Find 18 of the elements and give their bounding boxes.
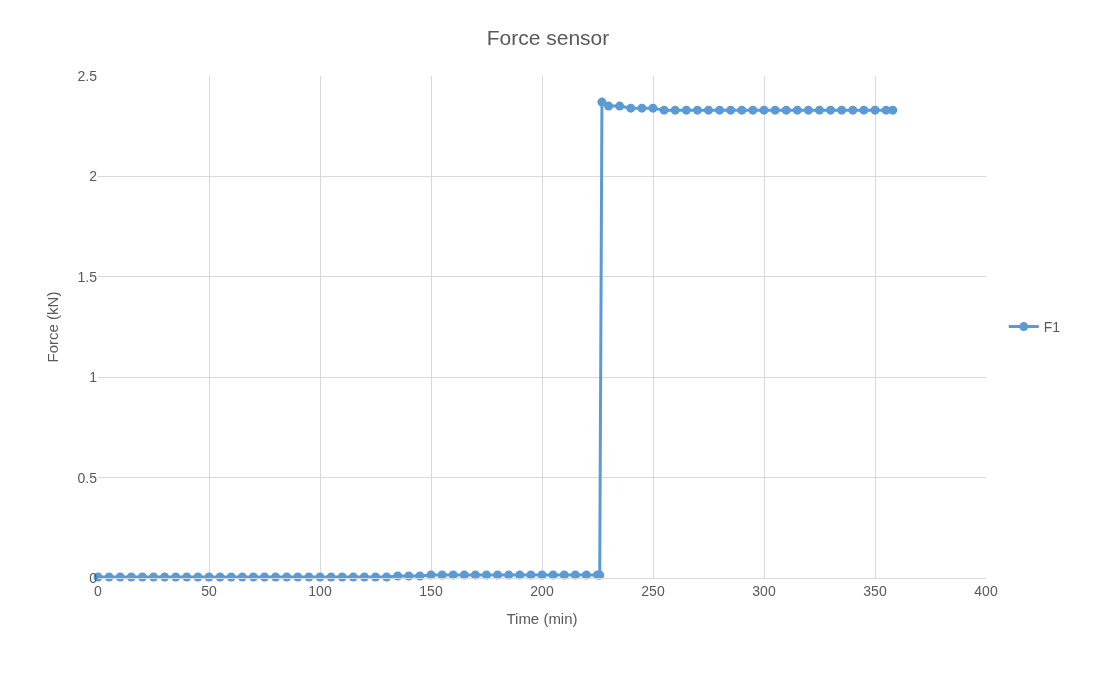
x-tick-label: 150 [419,582,443,599]
chart-title: Force sensor [486,26,610,50]
y-tick-label: 0 [89,569,98,586]
x-tick-label: 350 [863,582,887,599]
y-axis-title: Force (kN) [43,291,61,363]
x-tick-label: 400 [974,582,998,599]
y-tick-label: 1 [89,369,98,386]
x-axis-title: Time (min) [506,609,578,627]
x-tick-label: 250 [641,582,665,599]
y-tick-label: 2 [89,168,98,185]
x-tick-label: 100 [308,582,332,599]
x-tick-label: 50 [201,582,217,599]
legend-label: F1 [1043,319,1061,336]
y-tick-label: 2.5 [77,67,98,84]
y-tick-label: 1.5 [77,268,98,285]
x-tick-label: 300 [752,582,776,599]
x-tick-label: 200 [530,582,554,599]
y-tick-label: 0.5 [77,469,98,486]
